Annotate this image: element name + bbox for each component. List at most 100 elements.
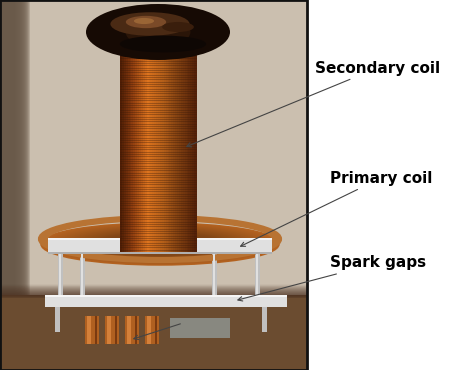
Text: Primary coil: Primary coil	[241, 171, 432, 246]
FancyBboxPatch shape	[0, 0, 11, 370]
FancyBboxPatch shape	[0, 0, 307, 370]
FancyBboxPatch shape	[0, 289, 307, 292]
FancyBboxPatch shape	[45, 295, 287, 307]
FancyBboxPatch shape	[186, 42, 189, 252]
FancyBboxPatch shape	[262, 307, 267, 332]
FancyBboxPatch shape	[135, 316, 137, 344]
FancyBboxPatch shape	[139, 42, 141, 252]
FancyBboxPatch shape	[150, 42, 153, 252]
FancyBboxPatch shape	[48, 252, 272, 254]
FancyBboxPatch shape	[115, 316, 117, 344]
FancyBboxPatch shape	[158, 42, 160, 252]
FancyBboxPatch shape	[0, 0, 21, 370]
FancyBboxPatch shape	[0, 290, 307, 293]
FancyBboxPatch shape	[255, 254, 260, 295]
FancyBboxPatch shape	[192, 42, 194, 252]
FancyBboxPatch shape	[0, 0, 30, 370]
FancyBboxPatch shape	[0, 295, 307, 370]
FancyBboxPatch shape	[147, 42, 149, 252]
Ellipse shape	[86, 4, 230, 60]
FancyBboxPatch shape	[48, 238, 272, 254]
FancyBboxPatch shape	[130, 42, 132, 252]
FancyBboxPatch shape	[169, 42, 172, 252]
FancyBboxPatch shape	[120, 42, 122, 252]
FancyBboxPatch shape	[45, 295, 287, 297]
FancyBboxPatch shape	[154, 42, 157, 252]
FancyBboxPatch shape	[48, 238, 272, 240]
FancyBboxPatch shape	[120, 42, 196, 252]
FancyBboxPatch shape	[125, 316, 139, 344]
FancyBboxPatch shape	[0, 0, 13, 370]
FancyBboxPatch shape	[194, 42, 197, 252]
FancyBboxPatch shape	[0, 0, 24, 370]
FancyBboxPatch shape	[147, 316, 151, 344]
FancyBboxPatch shape	[170, 318, 230, 338]
FancyBboxPatch shape	[213, 254, 215, 295]
Ellipse shape	[126, 17, 190, 47]
FancyBboxPatch shape	[307, 0, 450, 370]
FancyBboxPatch shape	[0, 286, 307, 289]
FancyBboxPatch shape	[0, 285, 307, 288]
FancyBboxPatch shape	[162, 42, 164, 252]
FancyBboxPatch shape	[105, 316, 119, 344]
FancyBboxPatch shape	[0, 0, 7, 370]
FancyBboxPatch shape	[0, 291, 307, 294]
FancyBboxPatch shape	[87, 316, 91, 344]
FancyBboxPatch shape	[95, 316, 97, 344]
FancyBboxPatch shape	[135, 42, 138, 252]
FancyBboxPatch shape	[55, 307, 60, 332]
FancyBboxPatch shape	[167, 42, 170, 252]
FancyBboxPatch shape	[0, 0, 10, 370]
FancyBboxPatch shape	[141, 42, 143, 252]
FancyBboxPatch shape	[80, 254, 85, 295]
FancyBboxPatch shape	[0, 0, 28, 370]
FancyBboxPatch shape	[0, 0, 25, 370]
FancyBboxPatch shape	[81, 254, 83, 295]
FancyBboxPatch shape	[152, 42, 155, 252]
FancyBboxPatch shape	[0, 0, 19, 370]
FancyBboxPatch shape	[58, 254, 63, 295]
FancyBboxPatch shape	[177, 42, 180, 252]
FancyBboxPatch shape	[156, 42, 158, 252]
FancyBboxPatch shape	[145, 42, 147, 252]
FancyBboxPatch shape	[0, 0, 14, 370]
FancyBboxPatch shape	[179, 42, 181, 252]
FancyBboxPatch shape	[137, 42, 140, 252]
FancyBboxPatch shape	[0, 294, 307, 297]
FancyBboxPatch shape	[0, 288, 307, 291]
FancyBboxPatch shape	[166, 42, 168, 252]
FancyBboxPatch shape	[143, 42, 145, 252]
FancyBboxPatch shape	[212, 254, 217, 295]
FancyBboxPatch shape	[164, 42, 166, 252]
FancyBboxPatch shape	[0, 292, 307, 295]
FancyBboxPatch shape	[0, 295, 307, 298]
FancyBboxPatch shape	[133, 42, 136, 252]
FancyBboxPatch shape	[0, 0, 15, 370]
FancyBboxPatch shape	[173, 42, 176, 252]
FancyBboxPatch shape	[0, 293, 307, 296]
FancyBboxPatch shape	[171, 42, 174, 252]
Text: Spark gaps: Spark gaps	[238, 256, 426, 301]
FancyBboxPatch shape	[0, 0, 26, 370]
FancyBboxPatch shape	[145, 316, 159, 344]
Ellipse shape	[162, 22, 194, 32]
FancyBboxPatch shape	[181, 42, 183, 252]
FancyBboxPatch shape	[175, 42, 177, 252]
FancyBboxPatch shape	[107, 316, 111, 344]
FancyBboxPatch shape	[0, 0, 12, 370]
FancyBboxPatch shape	[0, 0, 18, 370]
FancyBboxPatch shape	[0, 0, 27, 370]
FancyBboxPatch shape	[0, 0, 23, 370]
Ellipse shape	[126, 16, 166, 28]
FancyBboxPatch shape	[127, 316, 131, 344]
FancyBboxPatch shape	[183, 42, 185, 252]
FancyBboxPatch shape	[0, 287, 307, 290]
Text: Secondary coil: Secondary coil	[187, 61, 440, 147]
FancyBboxPatch shape	[122, 42, 124, 252]
FancyBboxPatch shape	[256, 254, 258, 295]
FancyBboxPatch shape	[0, 0, 20, 370]
FancyBboxPatch shape	[0, 0, 16, 370]
FancyBboxPatch shape	[0, 0, 8, 370]
FancyBboxPatch shape	[126, 42, 128, 252]
FancyBboxPatch shape	[124, 42, 126, 252]
